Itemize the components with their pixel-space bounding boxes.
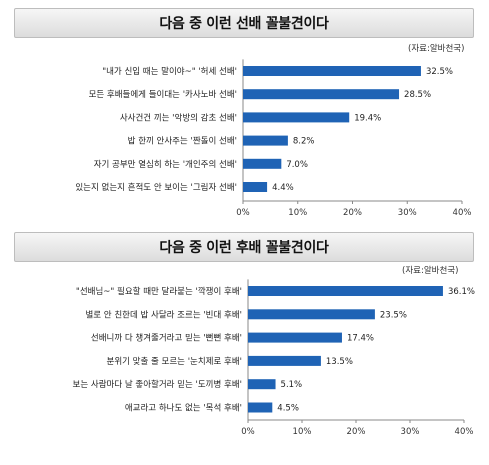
x-tick-label: 30%: [398, 208, 417, 218]
chart-panel-juniors: 다음 중 이런 후배 꼴불견이다 (자료:알바천국) 0% 10% 20% 30% 40…: [0, 228, 489, 465]
value-label: 7.0%: [286, 160, 308, 170]
bar-chart-juniors: 0% 10% 20% 30% 40% "선배님~" 필요할 때만 달라붙는 '깍쟁이 후배…: [73, 279, 475, 437]
category-label: 별로 안 친한데 밥 사달라 조르는 '빈대 후배': [85, 309, 242, 320]
x-tick-label: 20%: [343, 208, 362, 218]
bar: [248, 309, 375, 320]
x-tick-label: 20%: [347, 427, 366, 437]
category-label: 있는지 없는지 흔적도 안 보이는 '그림자 선배': [75, 182, 237, 193]
x-tick-label: 40%: [455, 427, 474, 437]
bar: [243, 112, 350, 123]
category-label: 밥 한끼 안사주는 '짠돌이 선배': [128, 136, 237, 147]
value-label: 4.4%: [272, 183, 294, 193]
value-label: 5.1%: [281, 380, 303, 390]
value-label: 28.5%: [404, 90, 431, 100]
bar: [243, 158, 282, 169]
bar: [243, 66, 421, 76]
category-label: "선배님~" 필요할 때만 달라붙는 '깍쟁이 후배': [76, 286, 242, 297]
category-label: 선배니까 다 챙겨줄거라고 믿는 '뻔뻔 후배': [91, 333, 242, 344]
value-label: 13.5%: [326, 357, 353, 367]
category-label: 모든 후배들에게 들이대는 '카사노바 선배': [89, 89, 237, 100]
bar: [248, 379, 276, 390]
x-tick-label: 0%: [236, 208, 250, 218]
x-tick-label: 10%: [293, 427, 312, 437]
value-label: 17.4%: [347, 334, 374, 344]
bar: [243, 182, 268, 192]
bar: [248, 355, 321, 366]
value-label: 4.5%: [277, 404, 299, 414]
bar: [248, 286, 443, 296]
value-label: 8.2%: [293, 137, 315, 147]
value-label: 32.5%: [426, 67, 453, 77]
x-tick-label: 10%: [288, 208, 307, 218]
bar: [243, 135, 288, 146]
x-tick-label: 30%: [401, 427, 420, 437]
category-label: "내가 신입 때는 말이야~" '허세 선배': [102, 66, 237, 77]
x-tick-label: 40%: [453, 208, 472, 218]
x-tick-label: 0%: [241, 427, 255, 437]
bar-chart-seniors: 0% 10% 20% 30% 40% "내가 신입 때는 말이야~" '허세 선배' 32.…: [75, 59, 472, 218]
category-label: 자기 공부만 열심히 하는 '개인주의 선배': [94, 159, 237, 170]
category-label: 보는 사람마다 날 좋아할거라 믿는 '도끼병 후배': [73, 379, 242, 390]
chart-panel-seniors: 다음 중 이런 선배 꼴불견이다 (자료:알바천국) 0% 10% 20% 30% 40…: [0, 0, 489, 228]
chart-title: 다음 중 이런 선배 꼴불견이다: [14, 8, 474, 38]
value-label: 19.4%: [354, 113, 381, 123]
value-label: 23.5%: [380, 310, 407, 320]
source-note: (자료:알바천국): [408, 44, 465, 54]
chart-title: 다음 중 이런 후배 꼴불견이다: [14, 232, 474, 262]
source-note: (자료:알바천국): [402, 266, 459, 276]
bar: [248, 402, 273, 413]
bar: [248, 332, 342, 343]
category-label: 분위기 맞출 줄 모르는 '눈치제로 후배': [107, 356, 242, 367]
value-label: 36.1%: [448, 287, 475, 297]
category-label: 애교라고 하나도 없는 '목석 후배': [125, 403, 242, 414]
bar: [243, 89, 400, 100]
category-label: 사사건건 끼는 '악방의 감초 선배': [120, 112, 237, 123]
